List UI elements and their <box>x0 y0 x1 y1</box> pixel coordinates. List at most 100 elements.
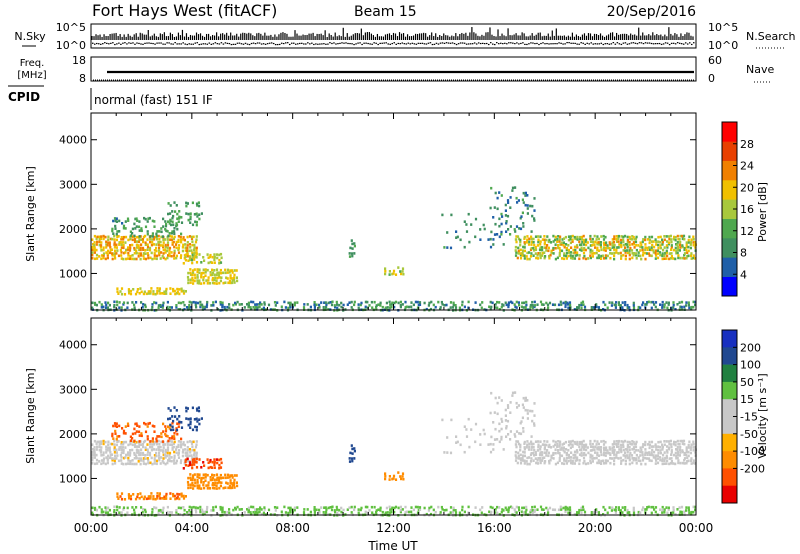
velocity-cell <box>632 458 635 462</box>
power-cell <box>530 243 533 246</box>
velocity-cell <box>129 449 132 452</box>
power-cell <box>202 278 205 282</box>
power-cell <box>183 238 186 242</box>
velocity-cell <box>549 458 552 462</box>
velocity-cell <box>609 457 612 460</box>
power-cell <box>613 257 616 261</box>
power-cell <box>230 277 233 280</box>
power-cell <box>668 237 671 241</box>
velocity-cell <box>443 509 446 512</box>
velocity-cell <box>112 424 115 428</box>
velocity-cell <box>626 443 629 447</box>
velocity-cell <box>493 438 497 441</box>
power-cell <box>157 304 160 307</box>
velocity-cell <box>191 466 194 470</box>
power-cell <box>96 240 99 244</box>
power-cell <box>262 306 265 310</box>
velocity-cell <box>559 505 562 509</box>
velocity-cell <box>589 456 592 459</box>
power-cell <box>184 255 187 259</box>
power-cell <box>545 249 548 252</box>
velocity-cell <box>364 505 367 509</box>
velocity-cell <box>676 508 679 511</box>
velocity-cell <box>580 511 583 515</box>
power-cell <box>188 258 192 262</box>
power-cell <box>135 240 138 243</box>
power-cell <box>649 248 652 252</box>
power-cell <box>639 245 642 249</box>
velocity-cell <box>135 422 138 425</box>
velocity-cell <box>681 461 684 465</box>
power-cell <box>493 233 497 236</box>
nsearch-dot <box>108 43 110 45</box>
velocity-cell <box>192 505 195 509</box>
power-cell <box>119 290 122 293</box>
power-cell <box>162 238 165 242</box>
power-cell <box>138 235 141 238</box>
nsearch-dot <box>648 42 651 44</box>
velocity-cell <box>523 440 526 444</box>
velocity-cell <box>498 440 501 444</box>
power-cell <box>115 220 118 223</box>
nsearch-dot <box>236 42 239 44</box>
velocity-cell <box>564 505 567 509</box>
power-cell <box>206 300 209 304</box>
velocity-cell <box>318 508 321 512</box>
velocity-cell <box>166 448 170 452</box>
velocity-cell <box>163 453 167 456</box>
velocity-cell <box>184 495 187 498</box>
power-cell <box>175 222 178 225</box>
velocity-cell <box>561 443 564 446</box>
velocity-cell <box>147 495 150 498</box>
power-cell <box>468 240 471 244</box>
power-cell <box>533 249 536 252</box>
nsky-tick-top: 10^5 <box>56 21 86 34</box>
power-x-ticks <box>90 113 697 310</box>
power-cell <box>213 258 216 262</box>
power-cell <box>550 251 553 254</box>
velocity-cell <box>340 510 343 514</box>
velocity-cell <box>135 454 138 457</box>
velocity-cell <box>105 448 108 451</box>
power-cell <box>191 256 194 259</box>
velocity-cell <box>162 430 165 433</box>
power-cell <box>189 212 192 215</box>
velocity-cell <box>572 456 575 460</box>
power-cell <box>223 308 227 311</box>
velocity-cell <box>124 425 127 428</box>
velocity-cell <box>155 462 158 466</box>
nsearch-dot <box>335 43 337 45</box>
power-cell <box>676 248 680 252</box>
velocity-cell <box>487 443 490 446</box>
nsearch-dot <box>361 43 363 46</box>
power-cell <box>174 210 177 213</box>
velocity-cell <box>613 456 616 460</box>
velocity-cell <box>676 448 679 452</box>
power-cell <box>214 276 217 280</box>
velocity-cell <box>177 453 180 457</box>
velocity-cell <box>173 406 176 409</box>
power-cell <box>111 227 114 231</box>
power-cell <box>149 290 152 293</box>
velocity-cell <box>293 506 296 510</box>
power-cell <box>589 251 592 254</box>
power-cell <box>576 251 579 254</box>
velocity-cell <box>531 409 534 413</box>
velocity-cell <box>161 509 165 512</box>
velocity-cell <box>542 508 545 511</box>
power-cell <box>597 306 600 309</box>
power-cell <box>189 281 192 284</box>
velocity-cell <box>682 439 686 443</box>
velocity-cell <box>639 454 642 457</box>
power-cell <box>500 222 503 226</box>
velocity-cell <box>667 447 670 451</box>
nsearch-dot <box>309 43 311 45</box>
power-cell <box>654 301 658 304</box>
velocity-cell <box>128 454 132 457</box>
power-cell <box>156 230 159 233</box>
power-cell <box>549 253 552 257</box>
velocity-cell <box>243 511 246 514</box>
power-cell <box>199 303 202 307</box>
power-cell <box>147 290 150 293</box>
power-cell <box>670 238 673 241</box>
